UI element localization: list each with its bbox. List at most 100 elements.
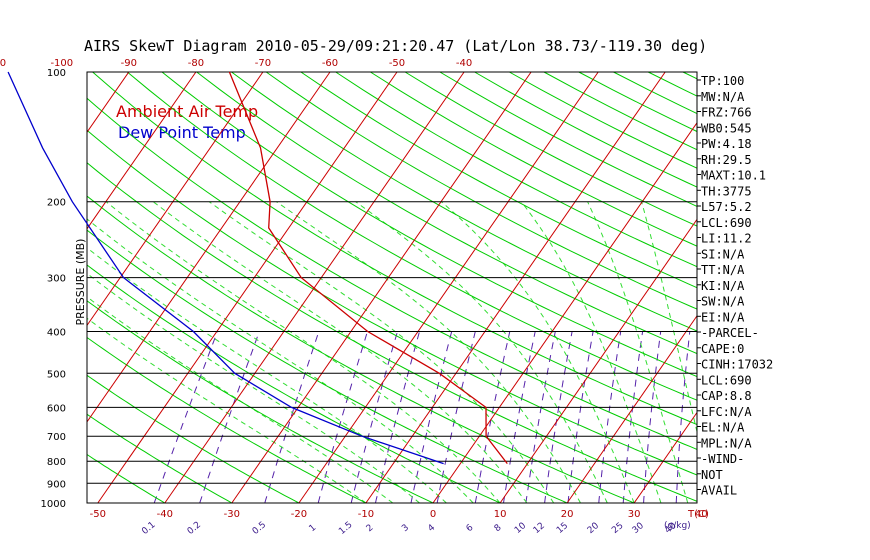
index-value: SW:N/A — [701, 295, 745, 309]
mixing-ratio-label: 0.5 — [251, 520, 268, 537]
mixing-ratio-label: 0.2 — [186, 520, 203, 537]
dry-adiabat — [335, 71, 698, 268]
index-value: LFC:N/A — [701, 405, 752, 419]
isotherm — [86, 71, 197, 230]
mixing-ratio-label: 12 — [532, 521, 547, 536]
mixing-ratio-line — [598, 331, 622, 504]
top-temp-tick-label: -70 — [255, 58, 271, 69]
mixing-ratio-label: 30 — [631, 521, 646, 536]
mixing-ratio-line — [567, 331, 594, 504]
index-value: KI:N/A — [701, 279, 745, 293]
pressure-tick-label: 700 — [47, 432, 66, 443]
mixing-ratio-label: 8 — [493, 523, 504, 535]
index-value: EL:N/A — [701, 421, 745, 435]
bottom-temp-tick-label: 10 — [494, 509, 507, 520]
top-temp-tick-label: -40 — [456, 58, 472, 69]
top-temp-tick-label: -50 — [389, 58, 405, 69]
top-temp-tick-label: -90 — [121, 58, 137, 69]
isotherm — [86, 71, 130, 133]
y-axis-label: PRESSURE (MB) — [74, 239, 87, 326]
bottom-temp-tick-label: -40 — [157, 509, 173, 520]
dry-adiabat — [92, 71, 698, 425]
bottom-temp-tick-label: -50 — [90, 509, 106, 520]
isotherm — [86, 71, 264, 326]
moist-adiabat — [641, 201, 698, 432]
mixing-ratio-line — [317, 331, 368, 504]
moist-adiabat — [355, 201, 608, 504]
bottom-temp-tick-label: -10 — [358, 509, 374, 520]
mixing-ratio-line — [675, 331, 691, 504]
dry-adiabat — [265, 71, 698, 310]
dewpoint-profile — [7, 71, 444, 465]
dry-adiabat — [439, 71, 698, 207]
chart-grid — [86, 71, 698, 504]
pressure-tick-label: 400 — [47, 328, 66, 339]
index-value: EI:N/A — [701, 310, 745, 324]
mixing-ratio-label: 20 — [586, 521, 601, 536]
legend-temp: Ambient Air Temp — [116, 102, 258, 121]
mixing-ratio-label: 25 — [610, 521, 625, 536]
moist-adiabat — [86, 296, 394, 504]
index-value: MAXT:10.1 — [701, 169, 766, 183]
legend-dewpoint: Dew Point Temp — [118, 123, 246, 142]
moist-adiabat — [587, 201, 689, 504]
isotherm — [499, 219, 698, 504]
isotherm — [432, 122, 698, 504]
bottom-temp-tick-label: 0 — [430, 509, 436, 520]
isotherm — [86, 71, 331, 423]
dry-adiabat — [161, 71, 698, 378]
mixing-ratio-line — [544, 331, 573, 504]
moist-adiabat — [86, 317, 367, 504]
dry-adiabat — [86, 97, 698, 450]
dry-adiabat — [578, 71, 698, 132]
bottom-temp-tick-label: 30 — [628, 509, 641, 520]
dry-adiabat — [86, 413, 233, 504]
index-value: MW:N/A — [701, 90, 745, 104]
pressure-tick-label: 1000 — [41, 499, 66, 510]
index-value: CAPE:0 — [701, 342, 744, 356]
isotherm — [365, 71, 666, 504]
dry-adiabat — [86, 195, 635, 504]
bottom-temp-tick-label: -30 — [224, 509, 240, 520]
index-value: -PARCEL- — [701, 326, 759, 340]
temp-unit-label: T(C) — [687, 509, 709, 520]
index-value: FRZ:766 — [701, 106, 752, 120]
index-value: AVAIL — [701, 484, 737, 498]
top-temp-tick-label: -110 — [0, 58, 6, 69]
mixing-ratio-line — [436, 331, 476, 504]
top-temp-tick-label: -100 — [50, 58, 73, 69]
index-value: MPL:N/A — [701, 436, 752, 450]
dry-adiabat — [86, 374, 300, 504]
dry-adiabat — [474, 71, 698, 188]
index-value: RH:29.5 — [701, 153, 752, 167]
dry-adiabat — [86, 229, 568, 504]
dry-adiabat — [86, 129, 698, 476]
moist-adiabat — [86, 247, 447, 504]
pressure-tick-label: 800 — [47, 457, 66, 468]
dry-adiabat — [404, 71, 698, 227]
isotherm — [97, 71, 398, 504]
pressure-tick-label: 900 — [47, 479, 66, 490]
isotherm — [633, 412, 698, 504]
index-value: TH:3775 — [701, 184, 752, 198]
moist-adiabat — [86, 218, 474, 504]
dry-adiabat — [370, 71, 698, 247]
mixing-ratio-label: 10 — [513, 521, 528, 536]
dry-adiabat — [231, 71, 698, 332]
dry-adiabat — [300, 71, 698, 289]
pressure-tick-label: 600 — [47, 403, 66, 414]
mixing-ratio-label: 4 — [426, 523, 437, 535]
bottom-temp-tick-label: 40 — [695, 509, 708, 520]
index-value: NOT — [701, 468, 723, 482]
index-value: LCL:690 — [701, 373, 752, 387]
mixing-ratio-label: 6 — [465, 523, 476, 535]
bottom-temp-tick-label: 20 — [561, 509, 574, 520]
mixing-ratio-label: 3 — [400, 523, 411, 534]
chart-title: AIRS SkewT Diagram 2010-05-29/09:21:20.4… — [84, 37, 707, 55]
index-value: L57:5.2 — [701, 200, 752, 214]
mixing-ratio-label: 2 — [365, 523, 376, 534]
index-value: LI:11.2 — [701, 232, 752, 246]
index-value: SI:N/A — [701, 247, 745, 261]
